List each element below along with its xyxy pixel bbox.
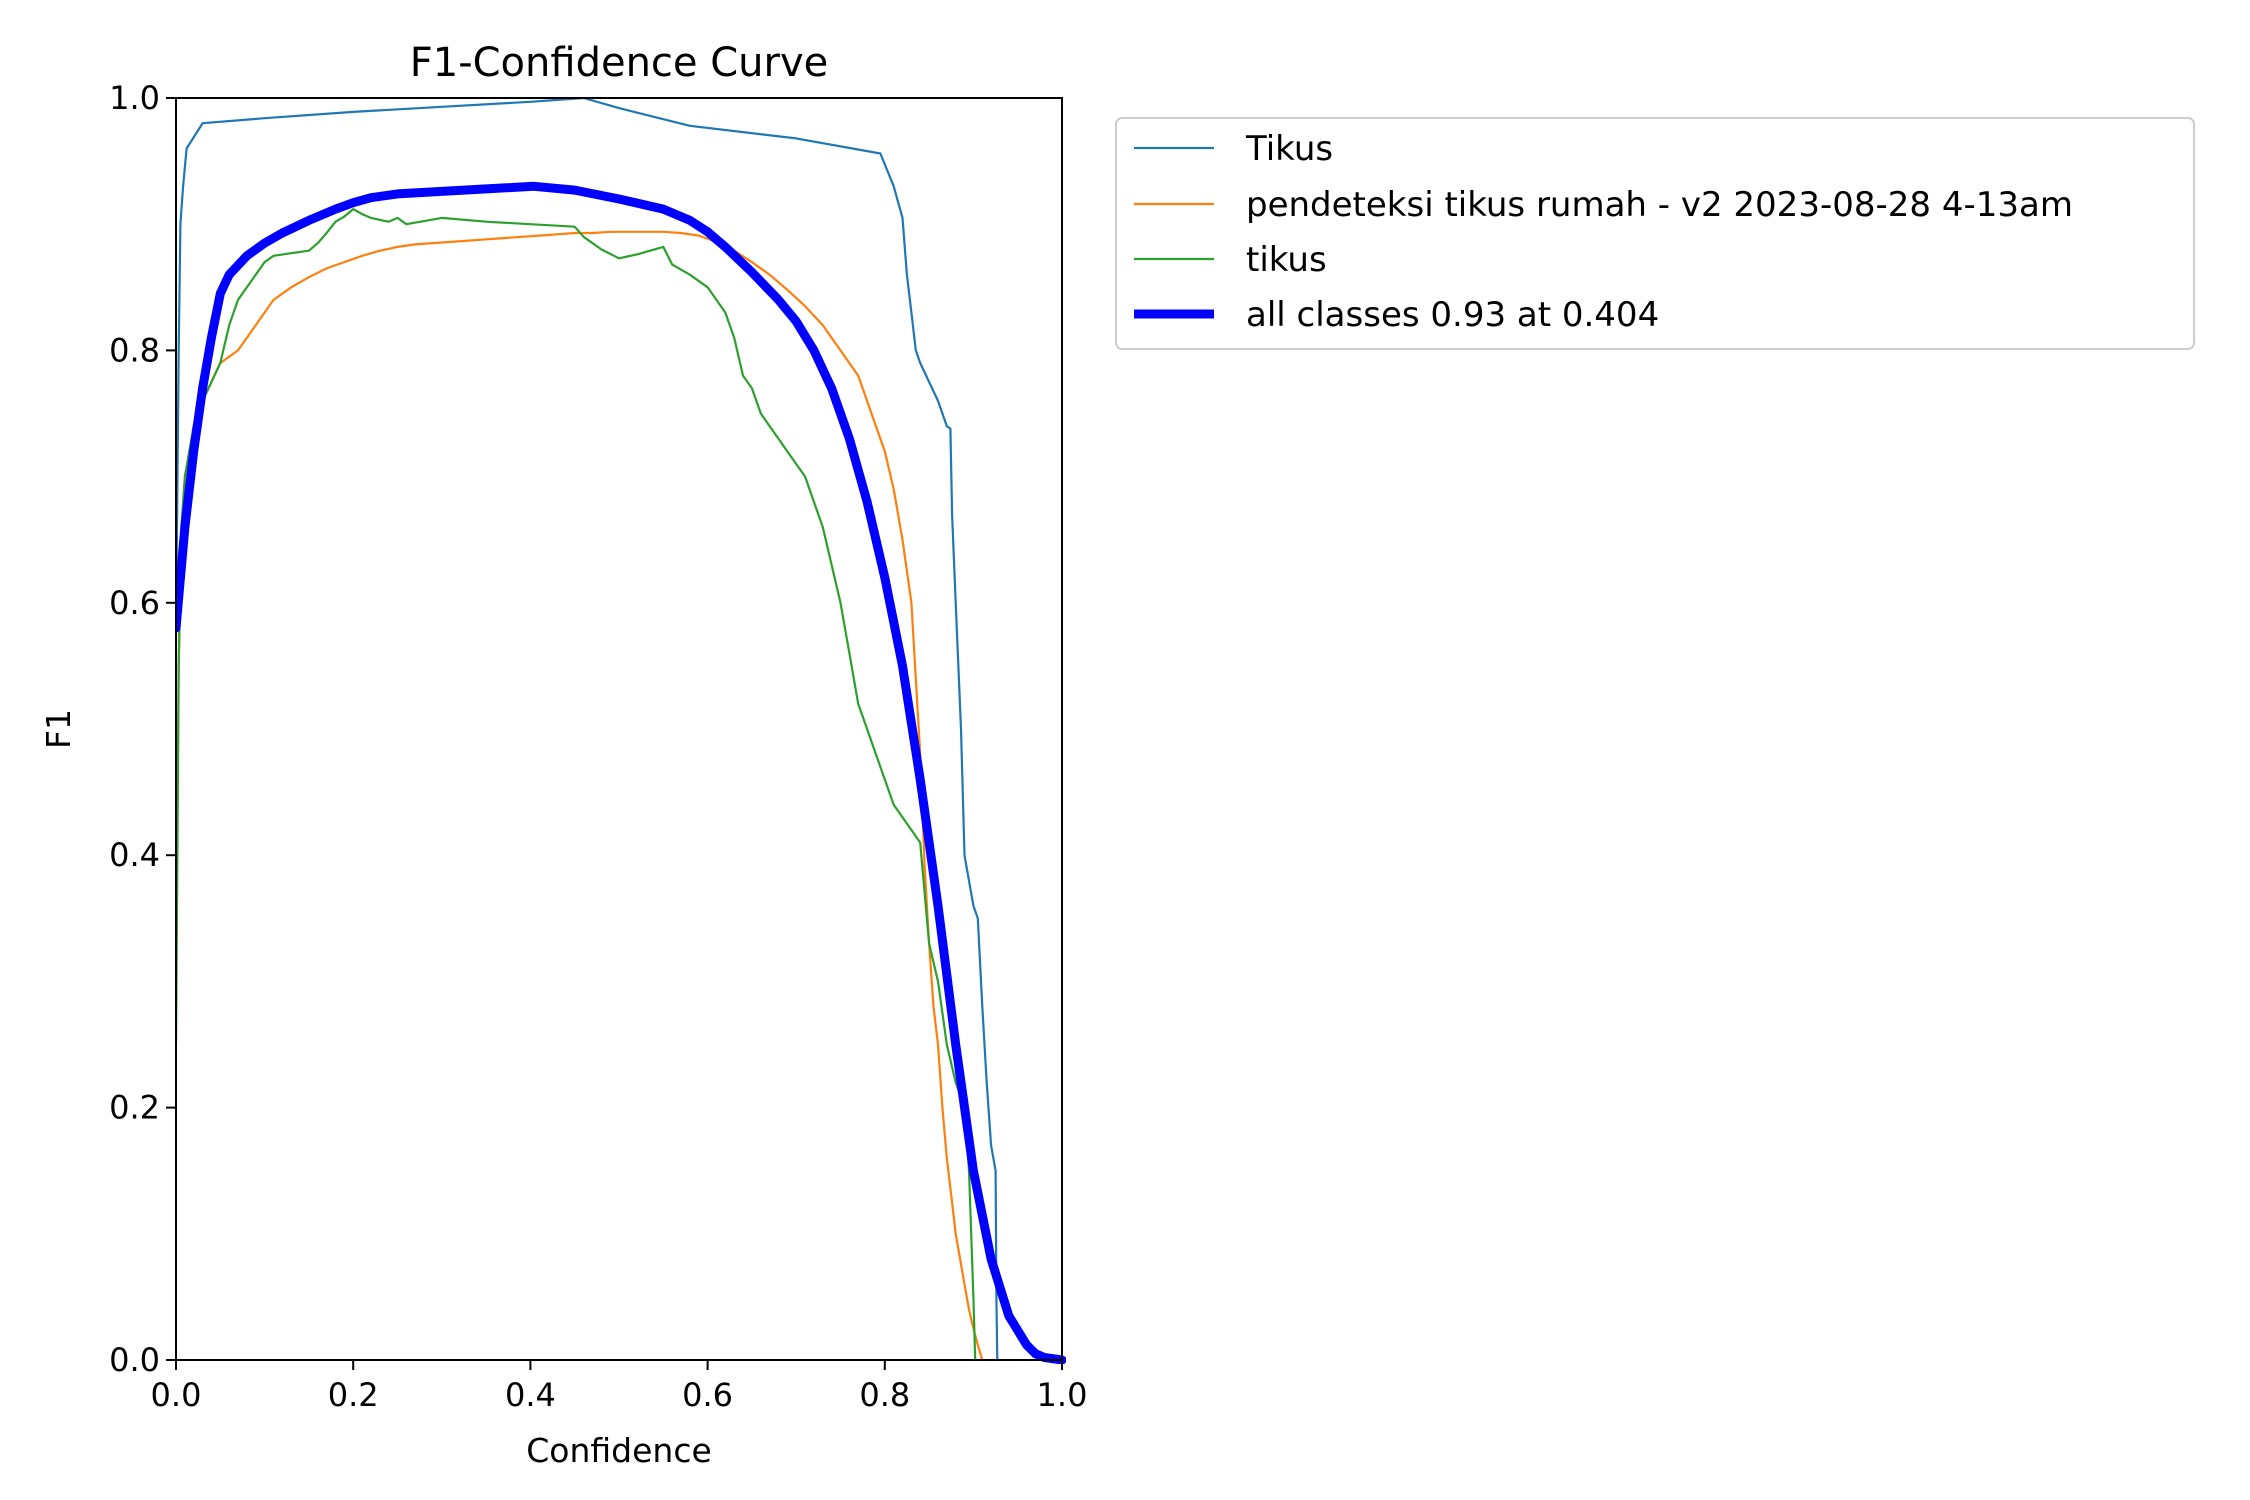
legend-label-4: all classes 0.93 at 0.404 (1246, 295, 1659, 335)
y-tick-label: 0.6 (109, 584, 160, 622)
x-tick-label: 0.6 (682, 1376, 733, 1414)
legend-box (1115, 117, 2195, 350)
series-layer (176, 96, 1066, 1364)
legend: Tikus pendeteksi tikus rumah - v2 2023-08… (1115, 117, 2195, 350)
legend-label-3: tikus (1246, 240, 1327, 280)
legend-label-2: pendeteksi tikus rumah - v2 2023-08-28 4… (1246, 185, 2073, 225)
y-tick-label: 0.4 (109, 836, 160, 874)
axes-layer: 0.0 0.2 0.4 0.6 0.8 1.0 0.0 0.2 0.4 0.6 0.8 1.0 (109, 79, 1087, 1414)
series-line-3 (176, 208, 977, 1362)
x-tick-label: 0.2 (328, 1376, 379, 1414)
chart-title: F1-Confidence Curve (410, 40, 829, 86)
series-line-1 (176, 96, 999, 1362)
legend-label-1: Tikus (1245, 129, 1333, 169)
x-tick-label: 0.0 (151, 1376, 202, 1414)
y-tick-label: 0.0 (109, 1341, 160, 1379)
x-tick-label: 0.8 (859, 1376, 910, 1414)
x-axis-title: Confidence (526, 1431, 712, 1470)
y-tick-label: 0.8 (109, 331, 160, 369)
y-tick-label: 0.2 (109, 1089, 160, 1127)
series-line-4 (176, 181, 1066, 1364)
plot-frame (175, 97, 1063, 1361)
x-tick-label: 1.0 (1037, 1376, 1088, 1414)
y-axis-title: F1 (39, 709, 78, 749)
x-tick-label: 0.4 (505, 1376, 556, 1414)
series-line-2 (176, 230, 984, 1362)
y-tick-label: 1.0 (109, 79, 160, 117)
